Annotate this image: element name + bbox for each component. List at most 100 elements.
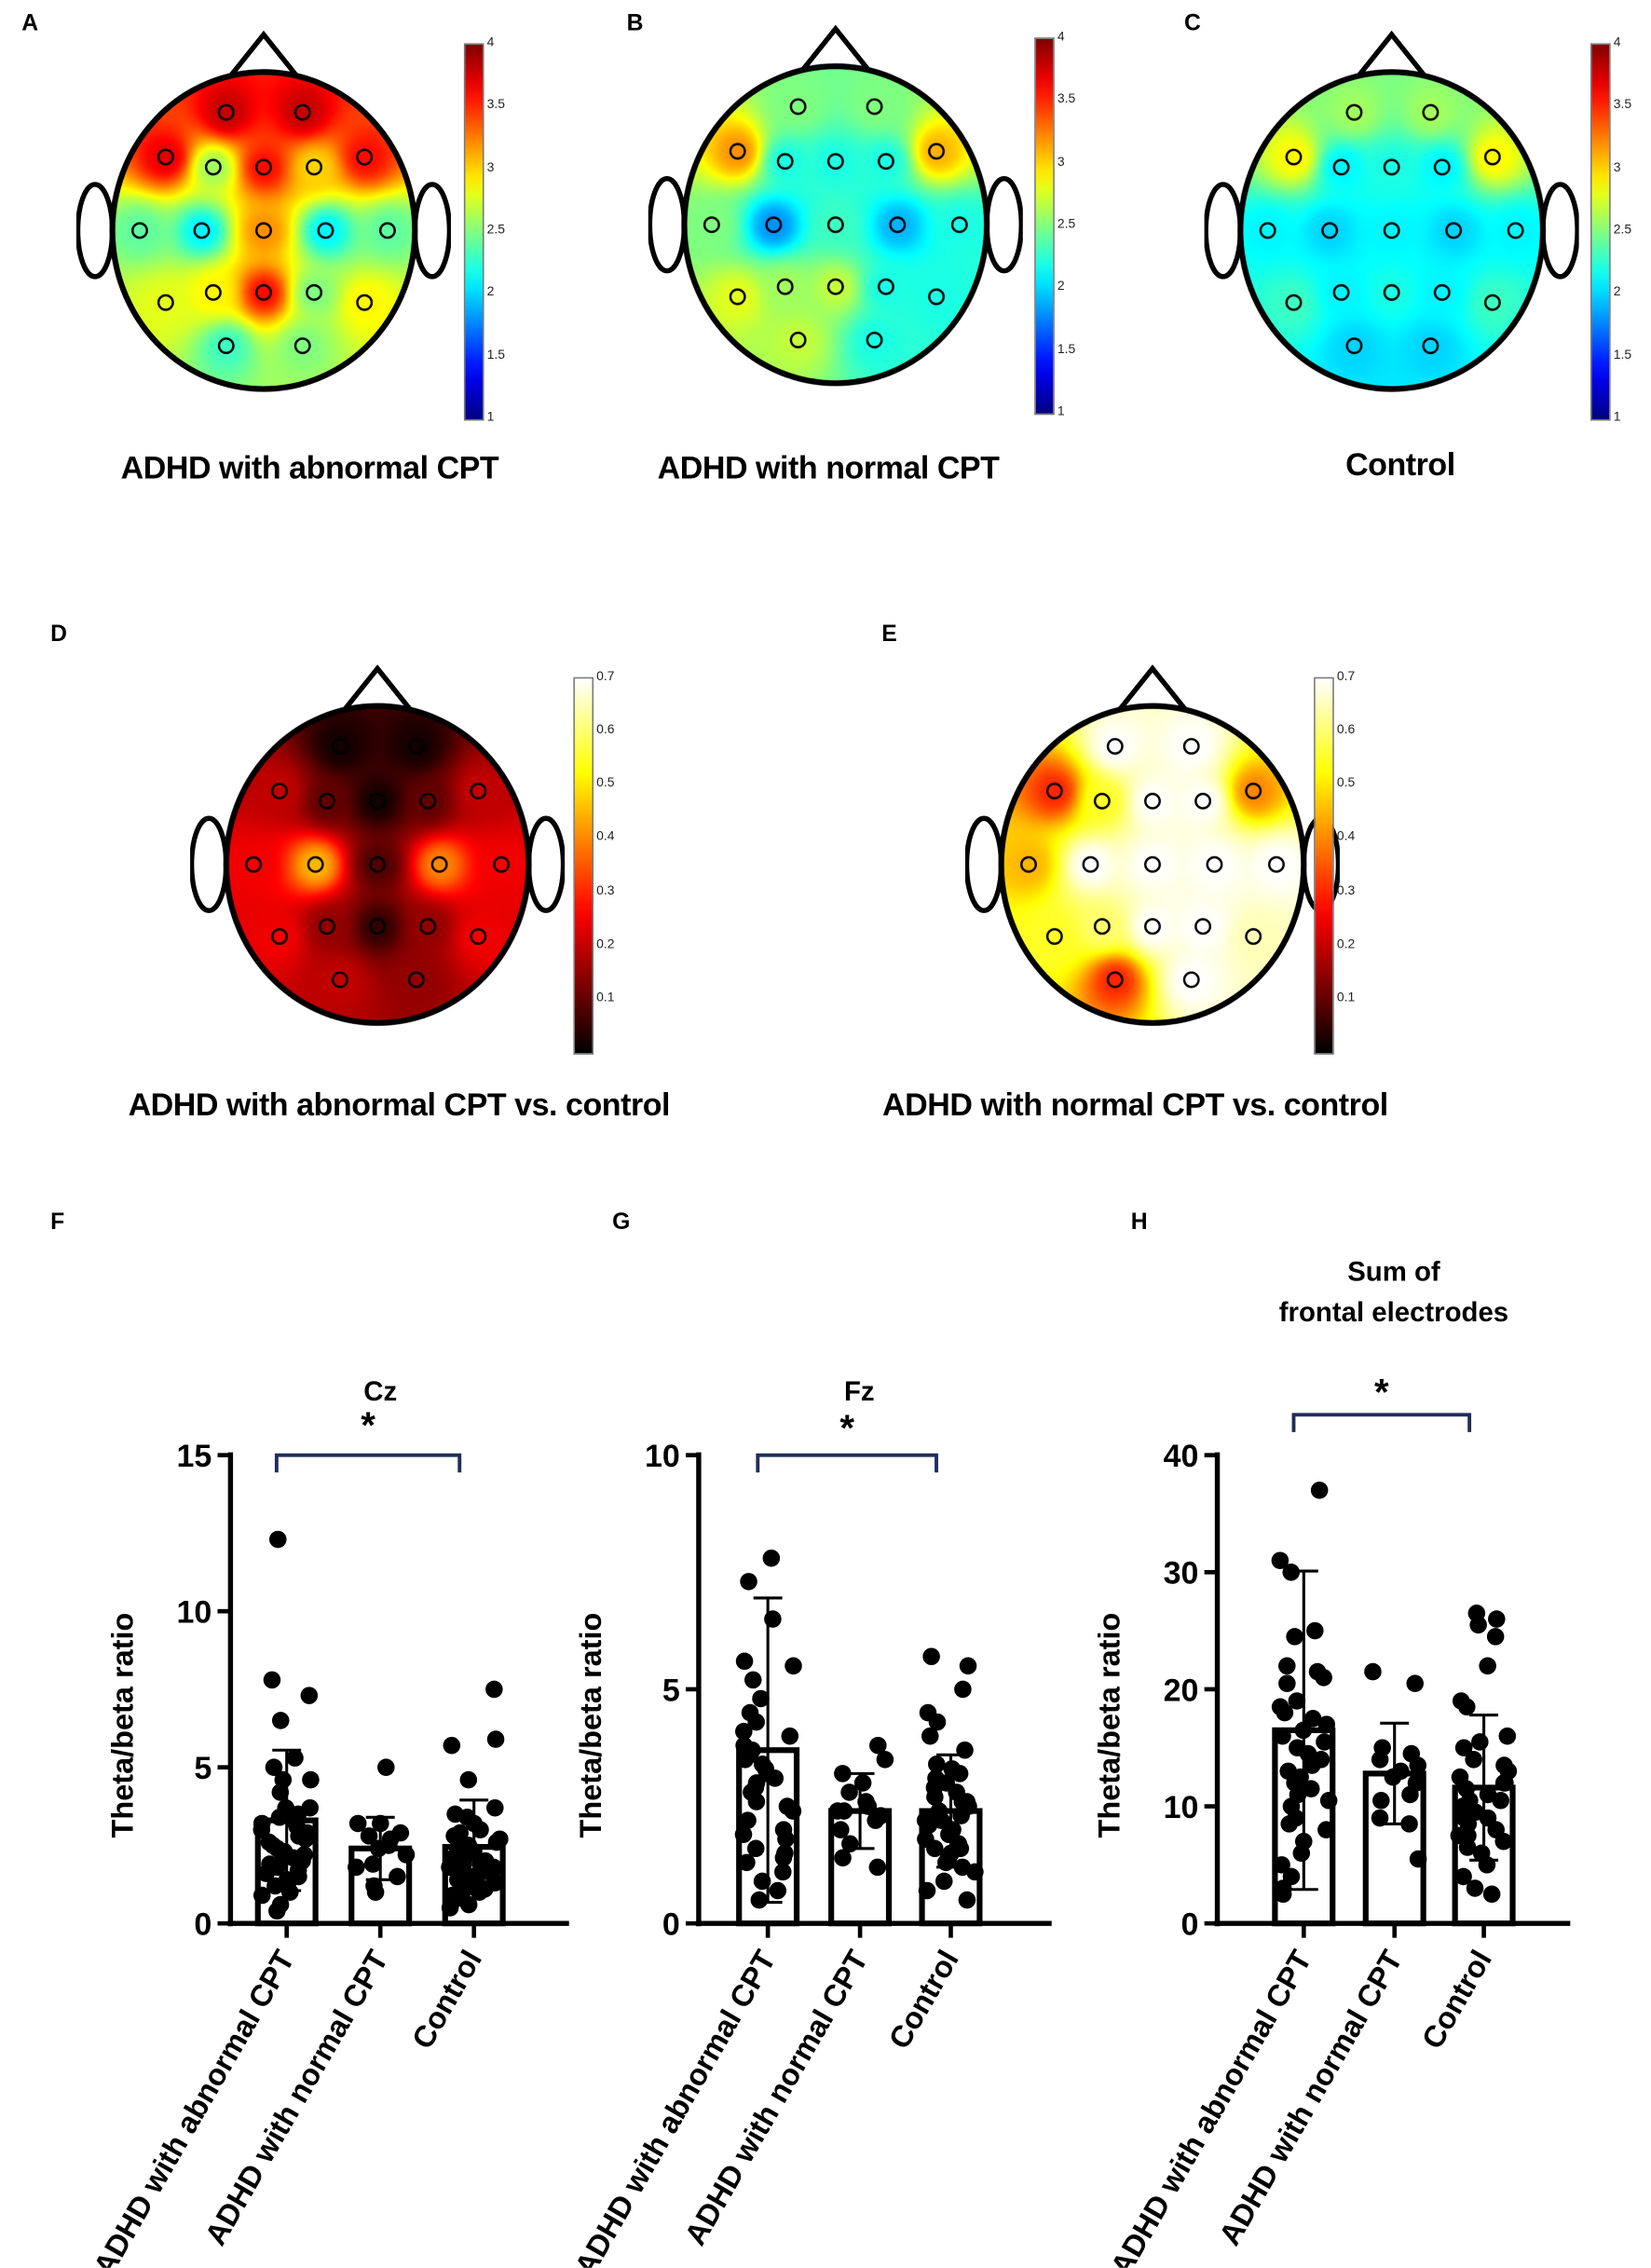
electrode-F3 — [1332, 158, 1350, 176]
data-point — [1271, 1551, 1289, 1570]
colorbar-tick-label: 2 — [486, 284, 495, 299]
colorbar-tick-label: 4 — [1057, 28, 1065, 44]
colorbar-tick-label: 0.5 — [1336, 775, 1356, 790]
x-tick-label: ADHD with abnormal CPT — [568, 1945, 783, 2268]
data-point — [1461, 1791, 1479, 1810]
colorbar-tick-label: 3.5 — [486, 97, 505, 112]
data-point — [926, 1839, 944, 1858]
head-outline — [681, 63, 990, 387]
data-point — [734, 1825, 753, 1843]
panel-label-a: A — [21, 11, 39, 36]
data-point — [265, 1758, 283, 1776]
data-point — [1316, 1733, 1333, 1751]
data-point — [928, 1713, 947, 1731]
electrode-C4 — [1206, 855, 1223, 873]
electrode-Fp2 — [1422, 103, 1440, 121]
colorbar-tick-label: 1.5 — [1057, 340, 1076, 356]
data-point — [1496, 1774, 1514, 1792]
data-point — [1384, 1768, 1402, 1786]
colorbar-tick-label: 2.5 — [1057, 215, 1076, 231]
data-point — [835, 1802, 853, 1820]
data-point — [740, 1573, 757, 1591]
data-point — [1306, 1621, 1324, 1640]
title-a: ADHD with abnormal CPT — [120, 449, 499, 486]
data-point — [744, 1671, 762, 1689]
colorbar-tick-label: 0.5 — [596, 775, 615, 790]
head-outline — [223, 703, 532, 1026]
data-point — [269, 1530, 287, 1549]
colorbar-tick-label: 1.5 — [1613, 347, 1632, 362]
electrode-O1 — [789, 331, 807, 348]
y-tick-label: 0 — [1181, 1907, 1199, 1943]
data-point — [773, 1863, 792, 1881]
data-point — [1273, 1856, 1290, 1874]
data-point — [1409, 1756, 1427, 1774]
data-point — [457, 1846, 476, 1864]
electrode-Fp1 — [217, 103, 235, 121]
panel-label-e: E — [881, 622, 897, 648]
electrode-P4 — [877, 278, 894, 295]
significance-bracket — [274, 1453, 462, 1473]
colorbar-tick-label: 0.7 — [596, 668, 615, 683]
data-point — [491, 1830, 509, 1849]
electrode-Cz — [254, 222, 272, 239]
data-point — [1278, 1674, 1296, 1692]
colorbar-tick-label: 3 — [1613, 159, 1621, 174]
data-point — [263, 1671, 281, 1689]
head-appendages — [1204, 30, 1579, 280]
electrode-T5 — [270, 928, 288, 945]
y-axis-label: Theta/beta ratio — [105, 1613, 139, 1838]
data-point — [1409, 1850, 1427, 1868]
electrode-F8 — [1483, 148, 1501, 166]
colorbar-tick-label: 3 — [1057, 153, 1065, 169]
electrode-F7 — [270, 782, 288, 799]
data-point — [1454, 1867, 1472, 1886]
topomap-b — [648, 23, 1023, 427]
y-axis-label: Theta/beta ratio — [574, 1613, 607, 1838]
data-point — [1372, 1791, 1390, 1810]
colorbar-tick-label: 1 — [1613, 409, 1621, 424]
data-point — [1288, 1692, 1306, 1710]
data-point — [377, 1758, 395, 1776]
y-tick-label: 20 — [1164, 1673, 1199, 1708]
electrode-O1 — [217, 337, 235, 355]
y-tick-label: 0 — [662, 1907, 680, 1943]
panel-label-h: H — [1130, 1209, 1148, 1236]
electrode-Pz — [826, 278, 844, 295]
colorbar-tick-label: 0.7 — [1336, 668, 1356, 683]
electrode-C3 — [193, 222, 211, 239]
data-point — [876, 1751, 894, 1769]
electrode-F3 — [204, 158, 222, 176]
scalp-outline — [109, 69, 418, 392]
head-outline — [1237, 69, 1547, 392]
electrode-P4 — [419, 918, 437, 936]
data-point — [1286, 1628, 1303, 1646]
data-point — [1274, 1727, 1291, 1745]
significance-star: * — [839, 1407, 854, 1449]
electrode-Cz — [369, 855, 387, 873]
head-outline — [109, 69, 418, 392]
data-point — [441, 1899, 459, 1917]
electrode-Cz — [1143, 855, 1161, 873]
electrode-T6 — [1483, 294, 1501, 311]
data-point — [859, 1797, 878, 1815]
colorbar-tick-label: 3 — [486, 159, 495, 174]
electrode-P3 — [1332, 283, 1350, 301]
data-point — [1278, 1657, 1296, 1675]
electrode-C4 — [889, 216, 907, 234]
data-point — [958, 1793, 976, 1810]
data-point — [1482, 1885, 1501, 1904]
electrode-C3 — [1082, 855, 1099, 873]
colorbar-tick-label: 0.2 — [1336, 936, 1356, 951]
x-tick-label: ADHD with normal CPT — [1212, 1945, 1409, 2251]
data-point — [1302, 1780, 1320, 1797]
electrode-T4 — [493, 855, 511, 873]
data-point — [1486, 1628, 1505, 1646]
electrode-O2 — [293, 337, 311, 355]
data-point — [486, 1730, 505, 1748]
data-point — [1315, 1669, 1332, 1687]
data-point — [275, 1842, 293, 1861]
electrode-T3 — [245, 855, 263, 873]
data-point — [785, 1657, 802, 1675]
panel-label-f: F — [50, 1209, 65, 1236]
